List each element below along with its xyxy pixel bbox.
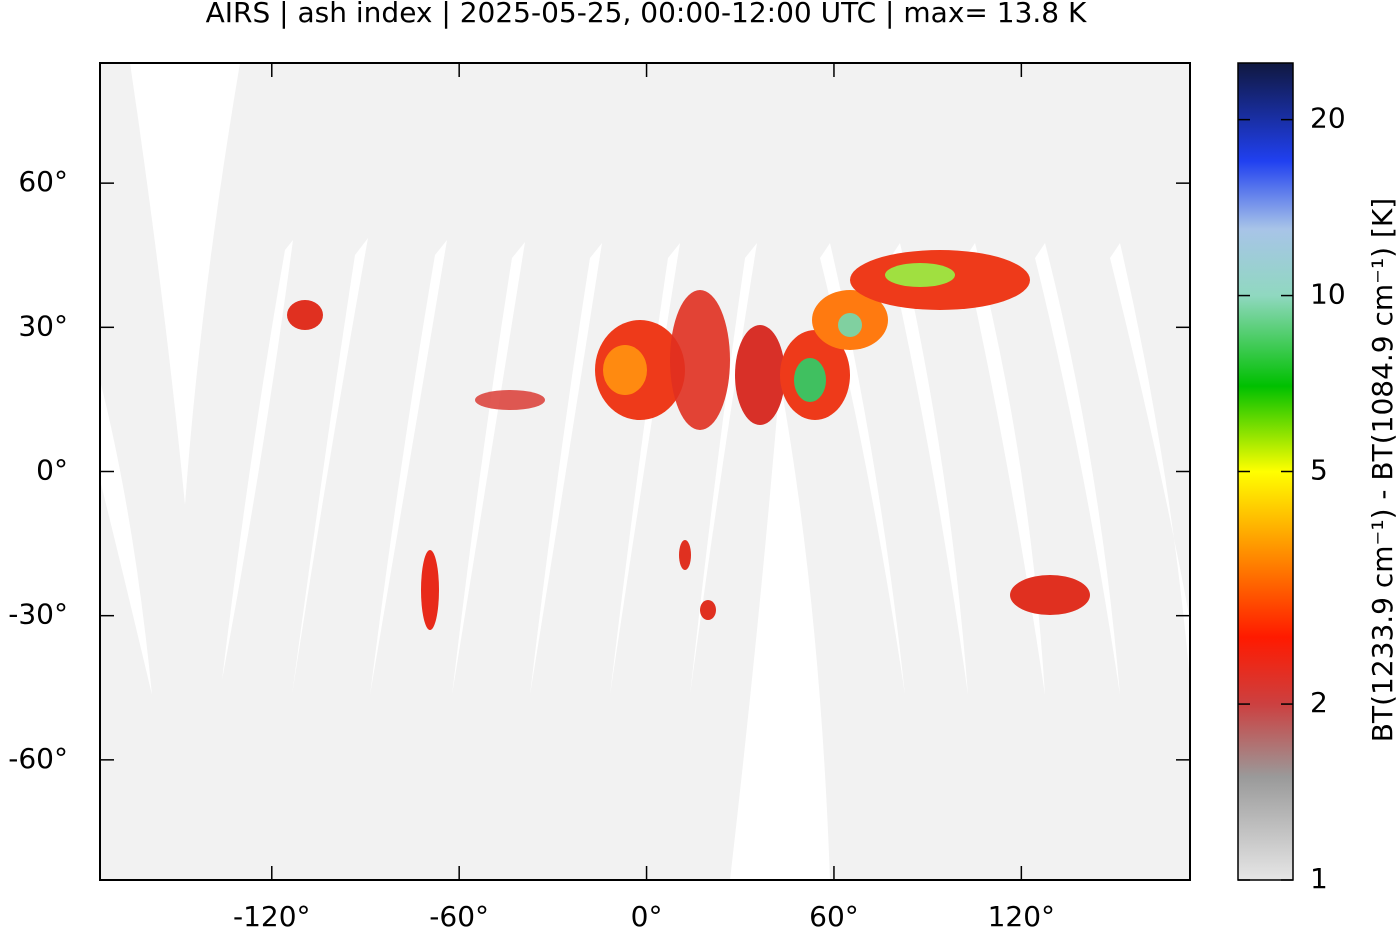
colorbar-tick-label: 5 bbox=[1310, 454, 1328, 487]
ash-index-field bbox=[287, 250, 1090, 630]
chart-title: AIRS | ash index | 2025-05-25, 00:00-12:… bbox=[206, 0, 1087, 29]
y-tick-label: 0° bbox=[36, 454, 68, 487]
colorbar-tick-label: 20 bbox=[1310, 102, 1346, 135]
y-tick-label: -60° bbox=[8, 742, 68, 775]
x-tick-label: -60° bbox=[429, 900, 489, 930]
y-tick-label: -30° bbox=[8, 598, 68, 631]
colorbar-label: BT(1233.9 cm⁻¹) - BT(1084.9 cm⁻¹) [K] bbox=[1366, 198, 1399, 742]
colorbar-tick-label: 2 bbox=[1310, 686, 1328, 719]
colorbar-tick-label: 1 bbox=[1310, 862, 1328, 895]
x-tick-label: 120° bbox=[988, 900, 1055, 930]
y-tick-label: 30° bbox=[18, 309, 68, 342]
map-background bbox=[100, 63, 1190, 880]
y-tick-label: 60° bbox=[18, 165, 68, 198]
swath-gaps bbox=[100, 63, 1190, 880]
x-tick-label: -120° bbox=[233, 900, 311, 930]
colorbar-tick-label: 10 bbox=[1310, 278, 1346, 311]
x-tick-label: 0° bbox=[631, 900, 663, 930]
x-tick-label: 60° bbox=[809, 900, 859, 930]
